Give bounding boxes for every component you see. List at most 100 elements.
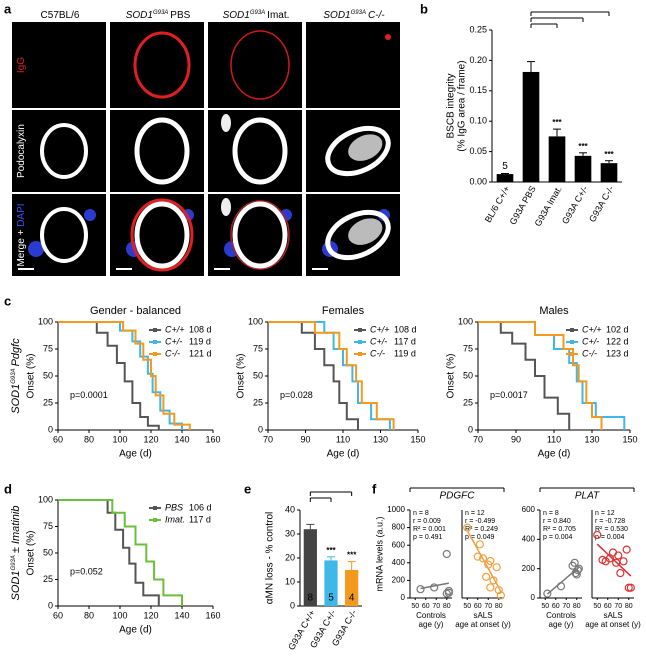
significance: ***: [604, 150, 614, 159]
row-label: Merge + DAPI: [16, 203, 27, 266]
vessel-ring: [133, 31, 191, 99]
data-point: [574, 564, 583, 573]
x-tick-label: 50: [593, 603, 601, 610]
data-point: [486, 583, 495, 592]
legend-marker: [153, 352, 157, 356]
vessel-ring: [230, 30, 290, 100]
x-tick-label: G93A Imat.: [533, 184, 564, 228]
stat-line: p = 0.049: [465, 534, 494, 541]
fit-line: [420, 582, 449, 590]
x-tick-label: 150: [410, 434, 425, 444]
x-tick-label: 130: [373, 434, 388, 444]
stat-line: r = -0.499: [465, 518, 495, 525]
stat-line: n = 12: [595, 510, 615, 517]
y-tick-label: 100: [458, 316, 473, 326]
vessel-ring: [232, 117, 288, 185]
gene-superscript: G93A: [351, 10, 366, 16]
chart-title: PDGFC: [440, 491, 476, 502]
bar: [548, 136, 566, 182]
stat-line: r = -0.728: [595, 518, 625, 525]
x-axis-label: Age (d): [119, 625, 152, 636]
igg-spot: [385, 34, 391, 40]
data-point: [482, 572, 491, 581]
x-tick-label: 60: [53, 434, 63, 444]
y-tick-label: 50: [253, 370, 263, 380]
data-point: [416, 585, 425, 594]
y-tick-label: 0: [48, 424, 53, 434]
x-axis-label: age (y): [549, 620, 574, 629]
data-point: [489, 576, 498, 585]
y-tick-label: 800: [392, 523, 406, 532]
x-tick-label: 110: [336, 434, 350, 444]
n-label: 5: [502, 161, 508, 172]
legend-marker: [153, 506, 157, 510]
legend-marker: [570, 328, 574, 332]
column-header: C57BL/6: [41, 10, 80, 21]
y-tick-label: 0: [258, 424, 263, 434]
panel-letter: b: [420, 1, 428, 16]
y-tick-label: 10: [285, 576, 295, 586]
vessel-ring: [134, 117, 190, 185]
x-tick-label: 140: [174, 610, 189, 620]
bar: [303, 529, 317, 606]
data-point: [442, 549, 451, 559]
data-point: [543, 589, 552, 598]
y-tick-label: 0.25: [469, 24, 487, 34]
gene-superscript: G93A: [11, 368, 17, 383]
legend-median: 117 d: [189, 514, 211, 524]
y-axis-label: αMN loss - % control: [265, 512, 276, 604]
group-name: Controls: [416, 611, 446, 620]
x-tick-label: 60: [474, 603, 482, 610]
panel-letter: f: [372, 481, 377, 496]
x-axis-label: age at onset (y): [455, 620, 511, 629]
p-value: p=0.052: [70, 566, 103, 576]
x-tick-label: 80: [625, 603, 633, 610]
label-text: C57BL/6: [41, 10, 80, 21]
vessel-ring: [325, 125, 391, 177]
stat-line: p = 0.004: [543, 534, 572, 541]
legend-label: PBS: [165, 502, 183, 512]
x-tick-label: 120: [143, 610, 158, 620]
legend-marker: [153, 518, 157, 522]
cell-blob: [221, 114, 231, 132]
significance: ***: [326, 546, 336, 555]
label-text: Imat.: [267, 10, 289, 21]
data-point: [492, 563, 501, 572]
survival-curve: [58, 321, 191, 430]
survival-curve: [478, 321, 571, 430]
x-axis-label: Age (d): [327, 449, 360, 460]
y-tick-label: 30: [285, 528, 295, 538]
x-tick-label: G93A C-/-: [587, 184, 616, 224]
bar: [324, 560, 338, 606]
p-value: p=0.0017: [490, 390, 528, 400]
gene-name: SOD1: [126, 10, 153, 21]
y-tick-label: 75: [253, 343, 263, 353]
survival-curve: [58, 499, 183, 606]
legend-label: C+/+: [582, 324, 602, 334]
vessel-ring: [325, 209, 391, 261]
chart-title: Females: [322, 305, 365, 317]
bar: [496, 174, 514, 182]
legend-label: C-/-: [165, 348, 180, 358]
x-axis-label: Age (d): [538, 449, 571, 460]
gene-superscript: G93A: [11, 555, 17, 570]
x-tick-label: 60: [422, 603, 430, 610]
column-header: SOD1G93A C-/-: [323, 10, 385, 21]
bar: [522, 71, 540, 182]
x-tick-label: 80: [84, 434, 94, 444]
x-tick-label: 70: [473, 434, 483, 444]
survival-curve: [268, 321, 395, 430]
bar: [600, 163, 618, 182]
survival-curve: [58, 499, 160, 606]
significance: ***: [552, 118, 562, 127]
vessel-ring: [232, 201, 288, 269]
y-tick-label: 400: [392, 558, 406, 567]
legend-median: 119 d: [189, 336, 211, 346]
x-axis-label: Age (d): [119, 449, 152, 460]
legend-marker: [358, 340, 362, 344]
y-tick-label: 50: [43, 547, 53, 557]
n-label: 4: [580, 169, 586, 180]
label-text: ± Imatinib: [10, 506, 22, 554]
data-point: [473, 552, 482, 561]
dapi-nucleus: [28, 241, 44, 257]
